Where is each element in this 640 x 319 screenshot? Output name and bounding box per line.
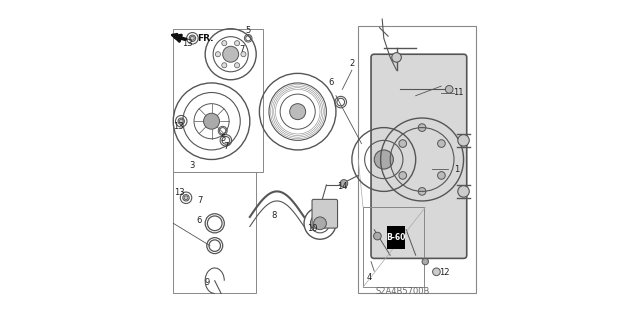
Circle shape: [184, 196, 188, 200]
Text: 5: 5: [220, 134, 225, 143]
Circle shape: [216, 52, 220, 57]
FancyBboxPatch shape: [371, 54, 467, 258]
Circle shape: [290, 104, 306, 120]
Text: 7: 7: [198, 197, 203, 205]
Circle shape: [221, 41, 227, 46]
Bar: [363, 207, 424, 287]
Circle shape: [433, 268, 440, 276]
Text: 6: 6: [328, 78, 334, 87]
Text: 10: 10: [307, 224, 317, 233]
Circle shape: [438, 172, 445, 179]
Text: 13: 13: [173, 122, 183, 130]
Text: 8: 8: [271, 211, 276, 220]
Circle shape: [458, 135, 469, 146]
Circle shape: [234, 41, 239, 46]
Circle shape: [419, 124, 426, 131]
Circle shape: [241, 52, 246, 57]
Circle shape: [399, 172, 406, 179]
Text: 9: 9: [204, 278, 209, 287]
Text: S2A4B5700B: S2A4B5700B: [376, 287, 430, 296]
Circle shape: [314, 217, 326, 230]
Circle shape: [445, 85, 453, 93]
Circle shape: [399, 140, 406, 147]
Bar: [173, 29, 262, 172]
Circle shape: [340, 180, 348, 187]
Circle shape: [234, 63, 239, 68]
Text: B-60: B-60: [386, 233, 406, 242]
FancyBboxPatch shape: [312, 199, 337, 228]
Text: 6: 6: [196, 216, 202, 225]
Circle shape: [179, 119, 183, 123]
Text: 12: 12: [439, 268, 450, 277]
Bar: [358, 26, 476, 293]
Circle shape: [438, 140, 445, 147]
Circle shape: [374, 150, 394, 169]
Circle shape: [204, 113, 220, 129]
Bar: [173, 172, 256, 293]
Circle shape: [223, 46, 239, 62]
Circle shape: [458, 186, 469, 197]
Text: 7: 7: [223, 142, 228, 151]
Text: 13: 13: [174, 189, 185, 197]
Text: 4: 4: [367, 273, 372, 282]
Text: 5: 5: [246, 26, 251, 35]
Text: 11: 11: [454, 88, 464, 97]
Text: 3: 3: [189, 161, 195, 170]
Text: 1: 1: [454, 165, 460, 174]
Text: 2: 2: [349, 59, 355, 68]
Circle shape: [392, 53, 401, 62]
Bar: [387, 226, 404, 249]
Text: FR.: FR.: [197, 34, 214, 43]
Text: 14: 14: [337, 182, 348, 191]
Circle shape: [374, 232, 381, 240]
Text: 13: 13: [182, 39, 193, 48]
Circle shape: [221, 63, 227, 68]
Text: 7: 7: [239, 45, 244, 54]
Circle shape: [422, 258, 428, 265]
Circle shape: [191, 36, 195, 40]
Circle shape: [419, 188, 426, 195]
